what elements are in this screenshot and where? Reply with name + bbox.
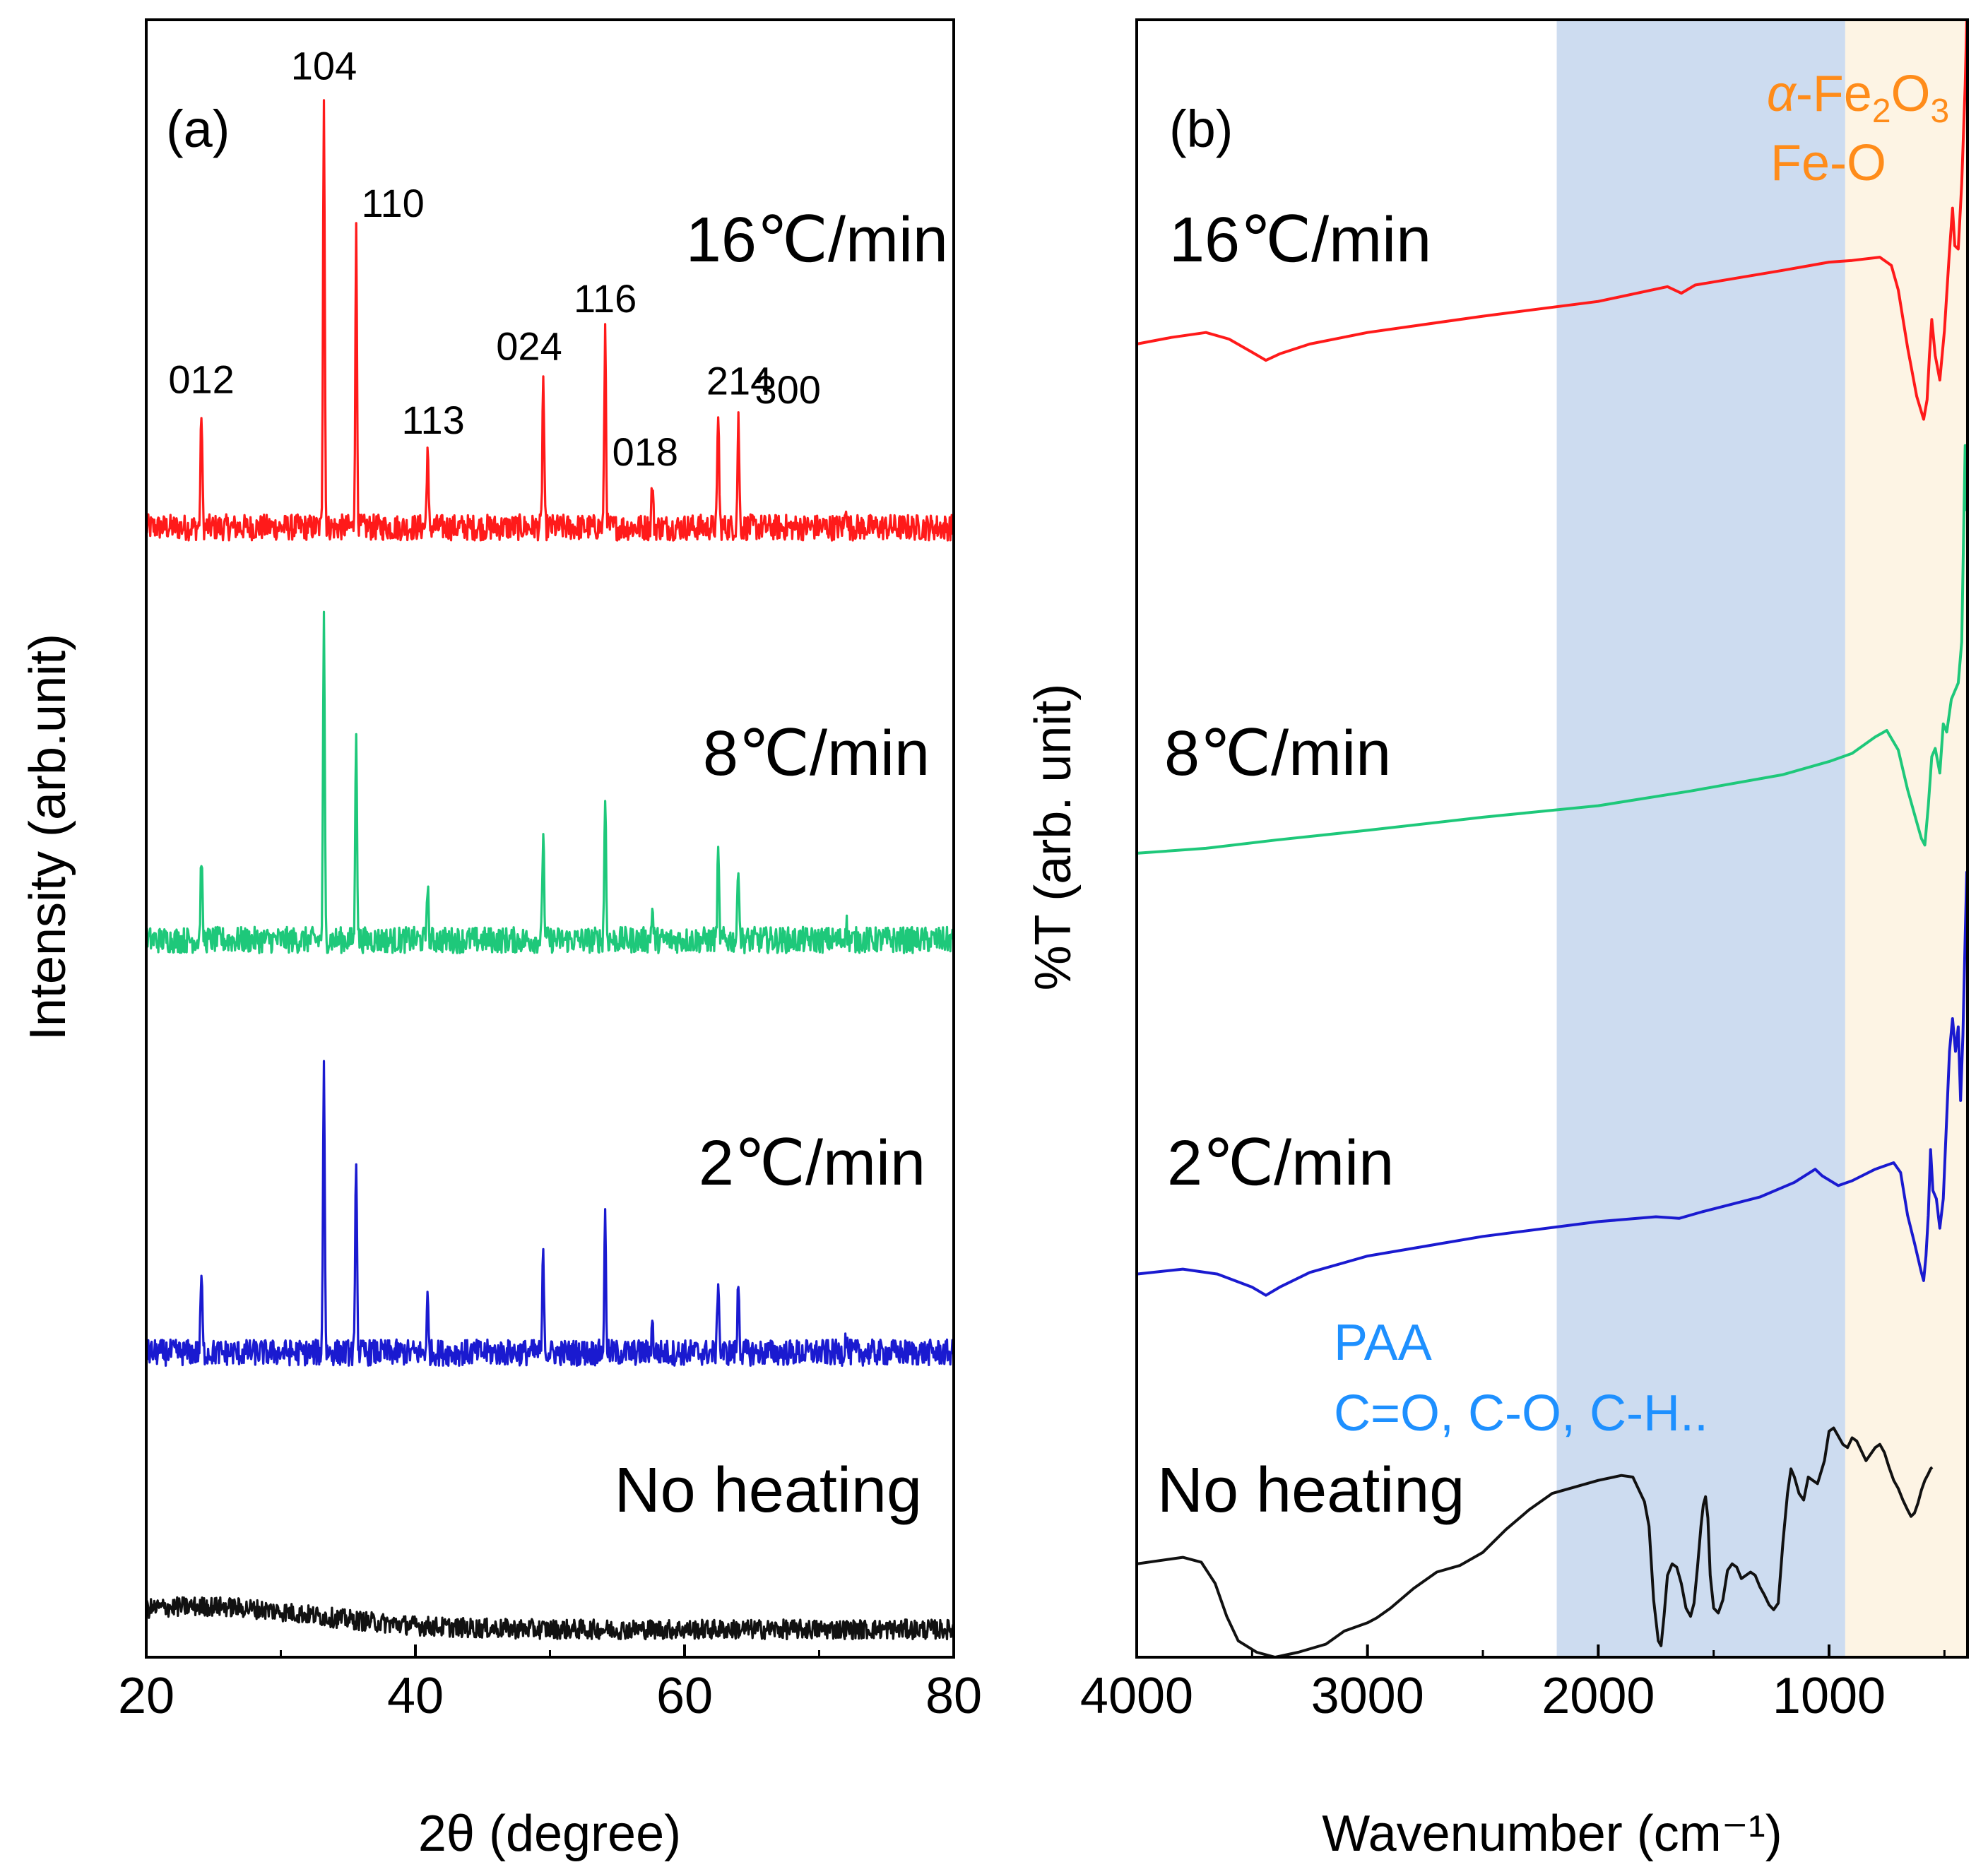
- paa-groups: C=O, C-O, C-H..: [1334, 1385, 1708, 1442]
- b-label-16: 16℃/min: [1169, 205, 1431, 275]
- feo-bond: Fe-O: [1770, 135, 1886, 191]
- b-label-none: No heating: [1157, 1455, 1465, 1526]
- xrd-series-16: [145, 99, 955, 542]
- peak-label-104: 104: [291, 43, 357, 88]
- panel-a-label: (a): [166, 100, 230, 158]
- b-xtick-label: 2000: [1542, 1668, 1655, 1724]
- a-xtick-label: 20: [118, 1668, 174, 1724]
- panel-b-xlabel: Wavenumber (cm⁻¹): [1322, 1806, 1782, 1862]
- peak-label-018: 018: [613, 429, 678, 474]
- peak-label-214: 214: [706, 359, 772, 403]
- a-label-16: 16℃/min: [686, 205, 948, 275]
- panel-b-ticks: 4000 3000 2000 1000: [1080, 1644, 1946, 1724]
- panel-a-ylabel: Intensity (arb.unit): [20, 634, 76, 1041]
- peak-label-116: 116: [574, 276, 637, 321]
- ftir-series-none: [1136, 1426, 1934, 1659]
- a-xtick-label: 60: [656, 1668, 713, 1724]
- panel-a-ticks: 20 40 60 80: [118, 1644, 982, 1724]
- peak-label-113: 113: [401, 398, 464, 442]
- xrd-series-none: [145, 1596, 955, 1640]
- panel-b-frame: [1135, 18, 1969, 1659]
- paa-title: PAA: [1334, 1315, 1432, 1371]
- panel-b-label: (b): [1169, 100, 1233, 158]
- b-xtick-label: 1000: [1773, 1668, 1886, 1724]
- xrd-series-8: [145, 610, 955, 954]
- peak-label-300: 300: [755, 367, 820, 412]
- a-label-8: 8℃/min: [703, 718, 930, 789]
- peak-label-012: 012: [168, 357, 234, 402]
- xrd-series-2: [145, 1060, 955, 1367]
- b-label-2: 2℃/min: [1167, 1128, 1394, 1199]
- b-label-8: 8℃/min: [1164, 718, 1391, 789]
- a-xtick-label: 80: [925, 1668, 982, 1724]
- peak-label-110: 110: [362, 181, 425, 225]
- panel-a-xlabel: 2θ (degree): [418, 1806, 681, 1862]
- ftir-series-8: [1136, 444, 1968, 855]
- b-xtick-label: 3000: [1311, 1668, 1424, 1724]
- band-0: [1556, 20, 1845, 1657]
- a-label-none: No heating: [615, 1455, 922, 1526]
- panel-a-series: [145, 99, 955, 1640]
- feo-title: α-Fe2O3: [1767, 66, 1949, 130]
- ftir-series-2: [1136, 871, 1968, 1297]
- panel-b-ylabel: %T (arb. unit): [1025, 684, 1082, 991]
- peak-label-024: 024: [496, 324, 562, 369]
- panel-b-series: [1136, 19, 1968, 1659]
- b-xtick-label: 4000: [1080, 1668, 1193, 1724]
- a-xtick-label: 40: [387, 1668, 444, 1724]
- a-label-2: 2℃/min: [699, 1128, 925, 1199]
- ftir-series-16: [1136, 19, 1968, 421]
